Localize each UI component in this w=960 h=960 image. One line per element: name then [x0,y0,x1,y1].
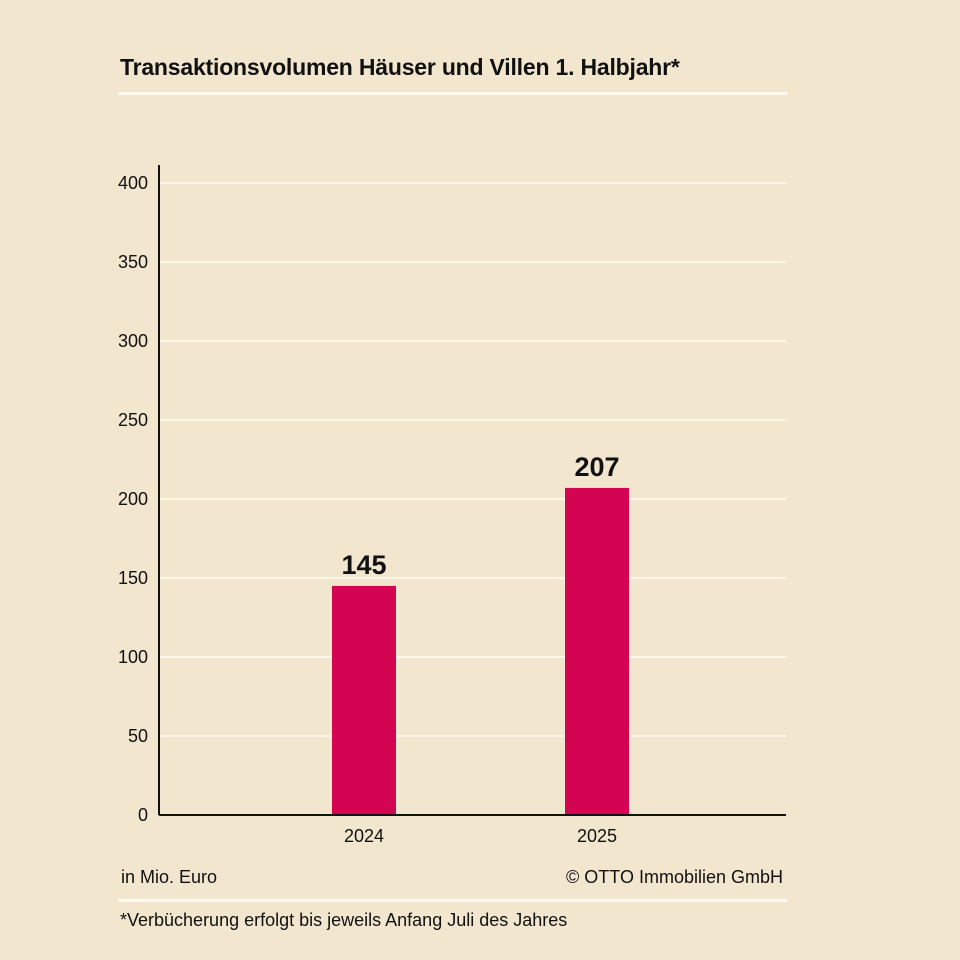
x-axis-ticks: 2024 2025 [344,826,617,846]
y-tick-label: 0 [138,805,148,825]
data-label-2025: 207 [574,452,619,482]
data-labels: 145 207 [341,452,619,580]
x-tick-label-2024: 2024 [344,826,384,846]
gridlines [159,182,786,737]
bar-chart: 0 50 100 150 200 250 300 350 400 145 207 2024 2025 [118,165,786,846]
y-tick-label: 50 [128,726,148,746]
chart-title: Transaktionsvolumen Häuser und Villen 1.… [120,54,680,80]
y-tick-label: 250 [118,410,148,430]
y-tick-label: 200 [118,489,148,509]
y-axis-ticks: 0 50 100 150 200 250 300 350 400 [118,173,148,825]
footnote-text: *Verbücherung erfolgt bis jeweils Anfang… [120,910,568,930]
y-tick-label: 300 [118,331,148,351]
title-divider [118,92,787,95]
y-tick-label: 100 [118,647,148,667]
bars [332,487,629,815]
y-tick-label: 150 [118,568,148,588]
x-tick-label-2025: 2025 [577,826,617,846]
y-tick-label: 350 [118,252,148,272]
data-label-2024: 145 [341,550,386,580]
footer-divider [118,899,787,902]
bar-2025 [565,487,629,815]
unit-label: in Mio. Euro [121,867,218,887]
bar-2024 [332,585,396,815]
copyright-text: © OTTO Immobilien GmbH [566,867,783,887]
y-tick-label: 400 [118,173,148,193]
